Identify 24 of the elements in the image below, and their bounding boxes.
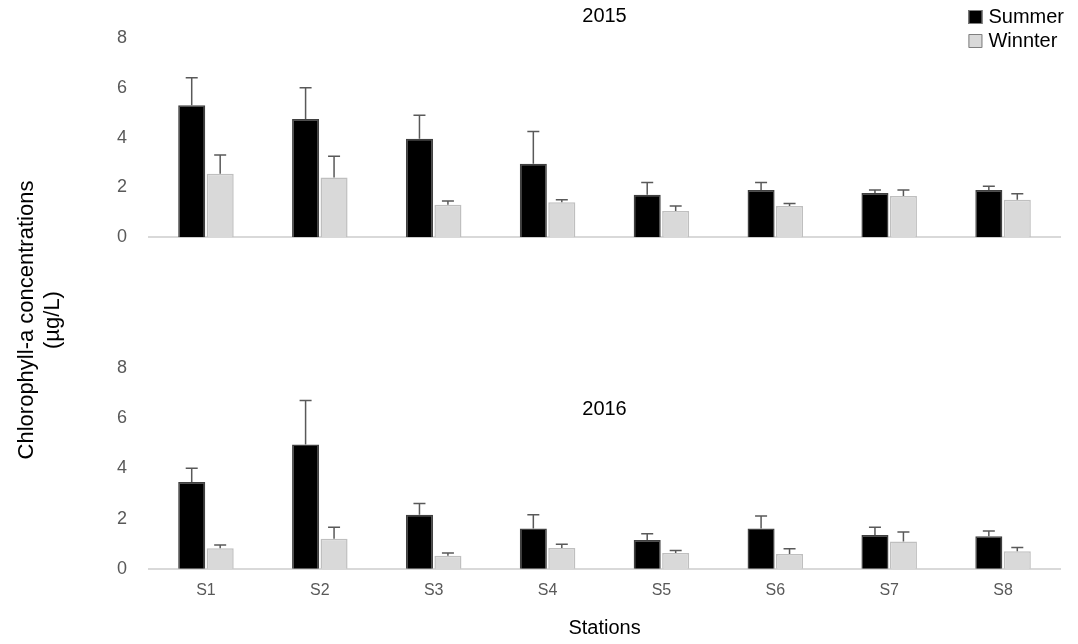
x-tick-label: S2 <box>310 580 330 598</box>
y-tick-label: 8 <box>117 356 128 377</box>
x-tick-label: S1 <box>196 580 216 598</box>
y-tick-label: 4 <box>117 457 128 478</box>
x-tick-label: S6 <box>765 580 786 598</box>
y-tick-label: 2 <box>117 176 128 197</box>
text: 2016 <box>582 397 627 420</box>
y-tick-label: 8 <box>117 26 128 47</box>
y-tick-label: 2 <box>117 507 128 528</box>
y-tick-label: 0 <box>117 557 128 578</box>
y-tick-label: 6 <box>117 76 128 97</box>
x-tick-label: S8 <box>993 580 1013 598</box>
x-tick-label: S4 <box>537 580 558 598</box>
x-tick-label: S5 <box>651 580 672 598</box>
legend-label: Summer <box>988 4 1065 27</box>
chart-title: 2015 <box>582 3 627 26</box>
legend-label: Winnter <box>988 28 1058 51</box>
x-tick-label: S7 <box>879 580 900 598</box>
x-axis-title: Stations <box>568 615 641 638</box>
y-tick-label: 4 <box>117 126 128 147</box>
x-tick-label: S3 <box>423 580 444 598</box>
y-axis-title: Chlorophyll-a concentrations (µg/L) <box>13 179 65 462</box>
y-tick-label: 6 <box>117 407 128 428</box>
y-tick-label: 0 <box>117 226 128 247</box>
